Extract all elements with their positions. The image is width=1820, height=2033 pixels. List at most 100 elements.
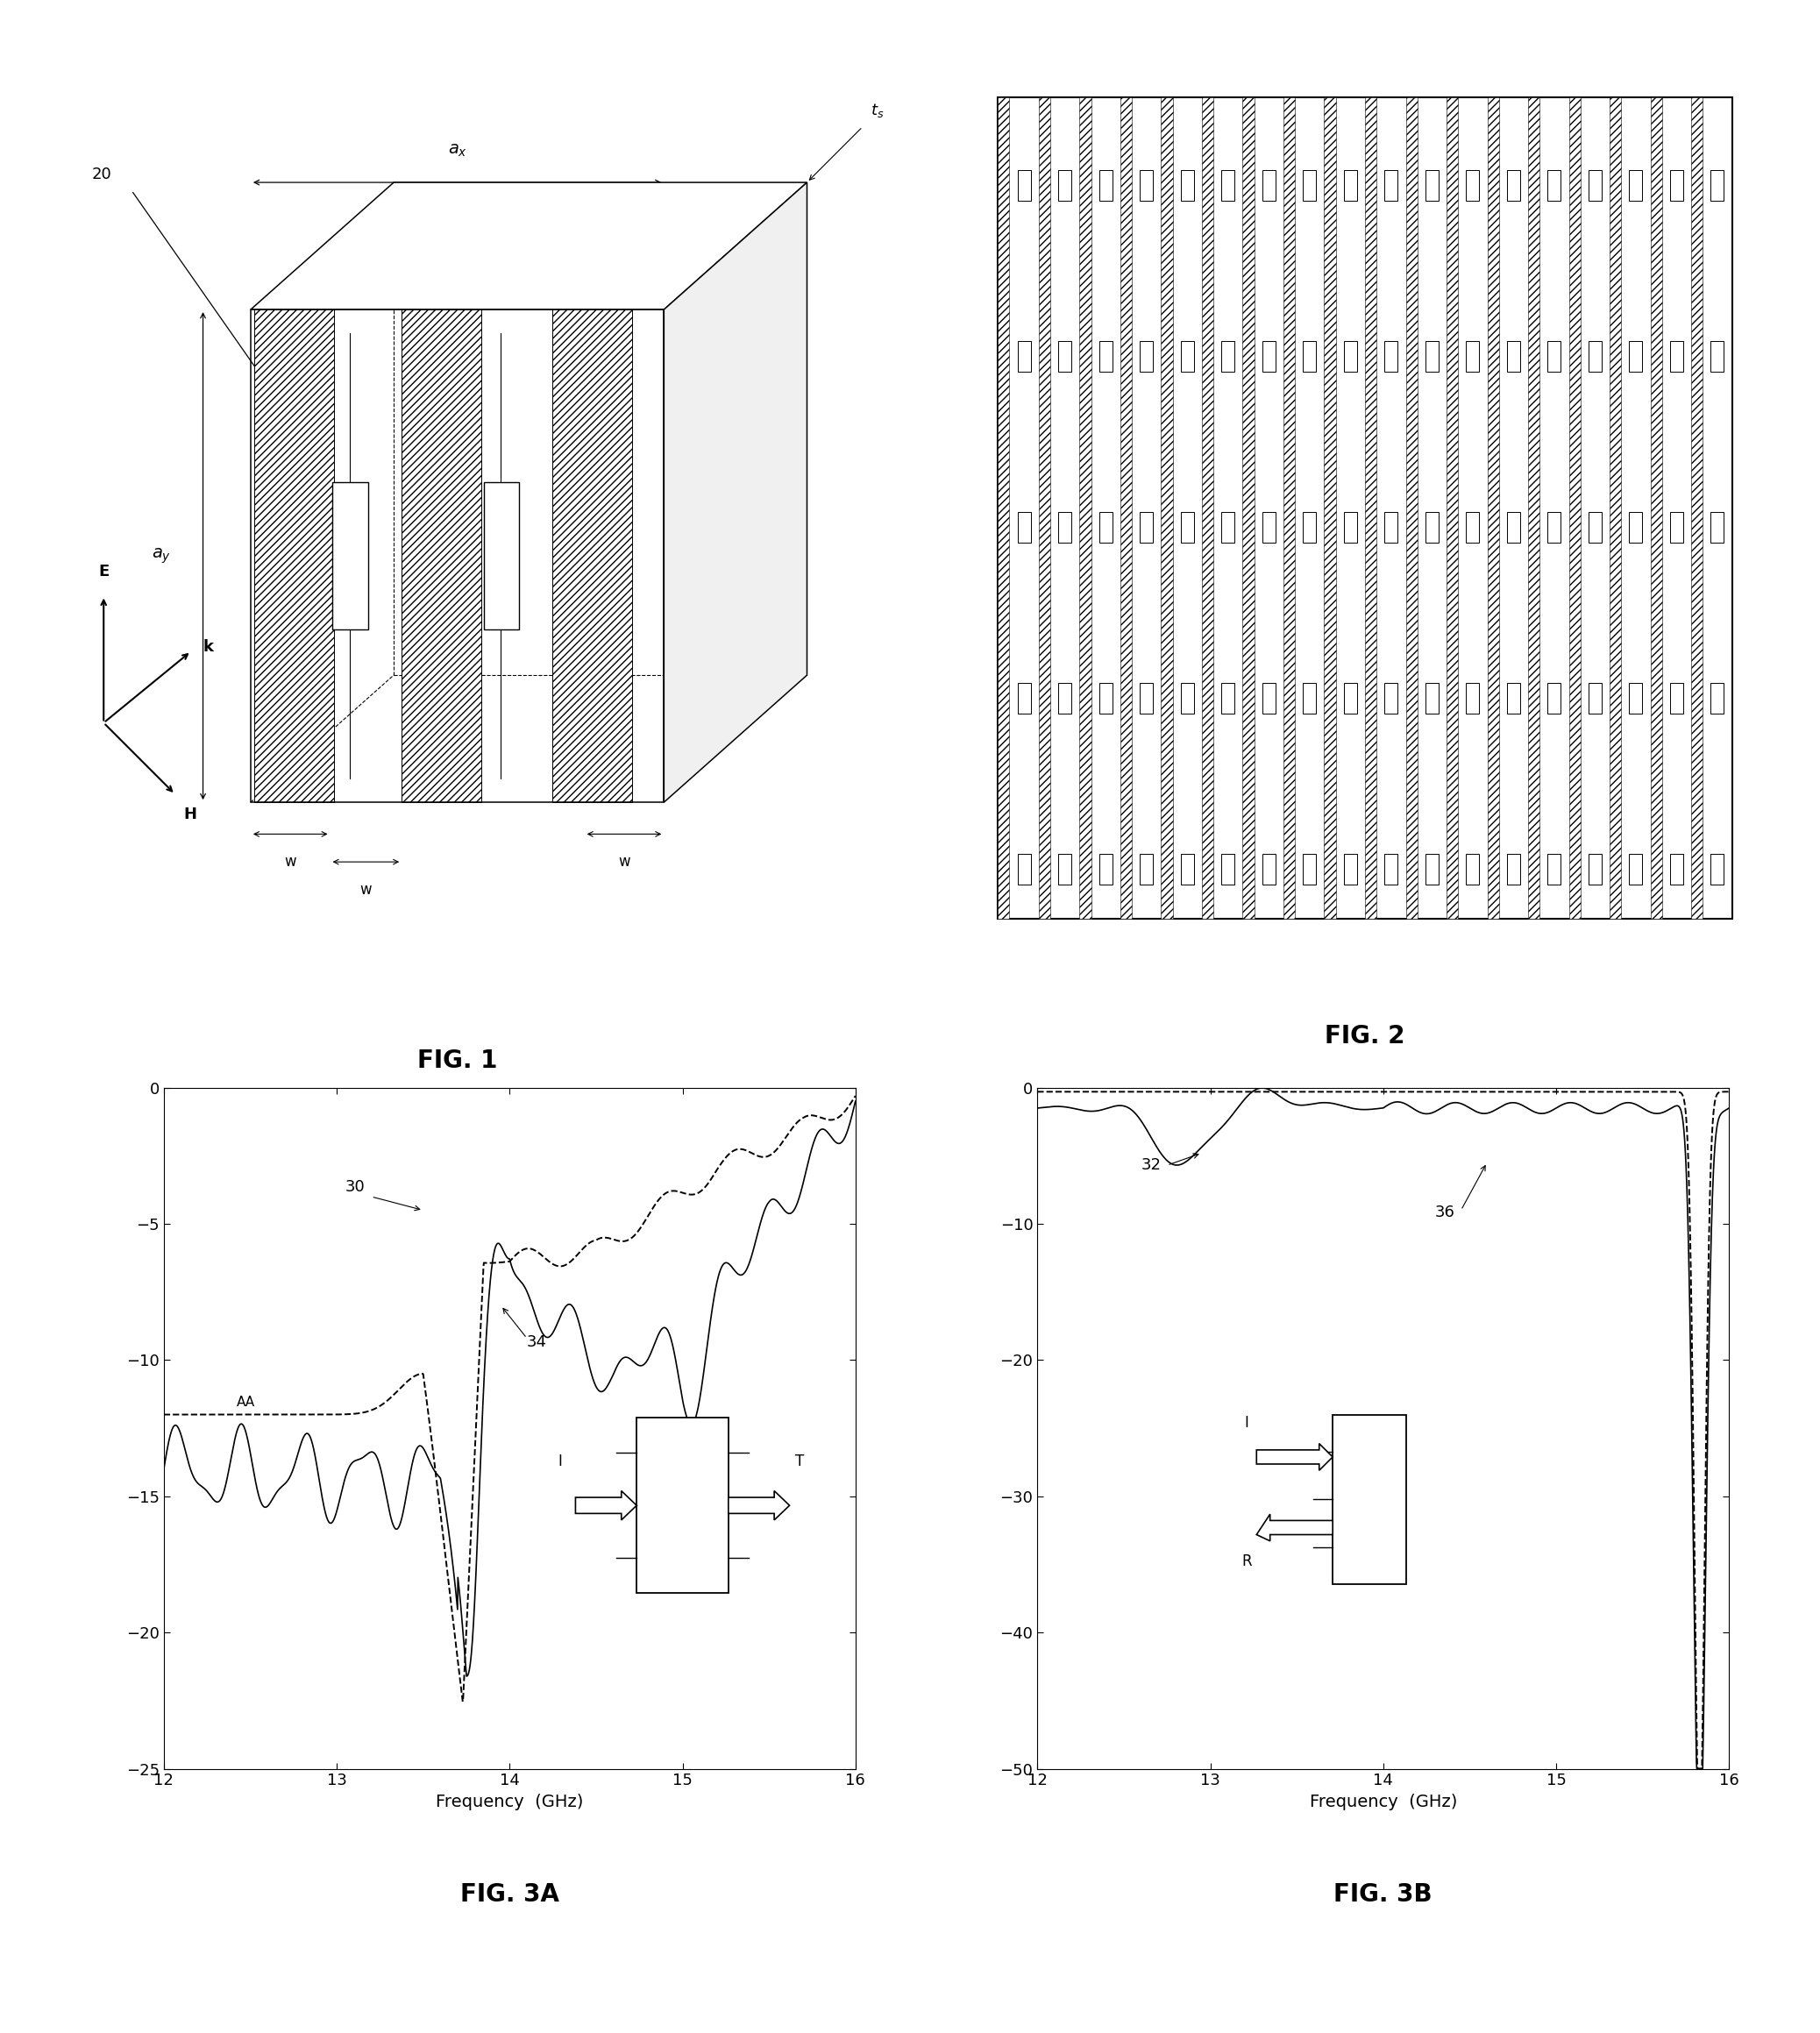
- Bar: [1447, 98, 1458, 919]
- Bar: [1139, 171, 1154, 201]
- Bar: [1507, 683, 1520, 714]
- Bar: [1121, 98, 1132, 919]
- Polygon shape: [402, 291, 502, 309]
- Polygon shape: [255, 309, 335, 803]
- Bar: [1325, 98, 1336, 919]
- Bar: [1507, 342, 1520, 372]
- Text: l: l: [797, 472, 803, 488]
- Bar: [1425, 342, 1438, 372]
- Bar: [1303, 683, 1316, 714]
- Text: 20: 20: [91, 167, 111, 183]
- Bar: [1221, 683, 1234, 714]
- Bar: [1181, 342, 1194, 372]
- Bar: [1467, 342, 1480, 372]
- Bar: [1059, 512, 1072, 543]
- Text: E: E: [98, 563, 109, 579]
- Bar: [1425, 854, 1438, 884]
- Bar: [1303, 171, 1316, 201]
- Polygon shape: [553, 291, 653, 309]
- Bar: [1385, 342, 1398, 372]
- Polygon shape: [251, 183, 806, 309]
- Bar: [1099, 342, 1112, 372]
- Bar: [1343, 683, 1358, 714]
- Bar: [1099, 171, 1112, 201]
- Text: 30: 30: [346, 1179, 366, 1195]
- Bar: [1385, 854, 1398, 884]
- Bar: [1629, 683, 1642, 714]
- Bar: [1059, 171, 1072, 201]
- Bar: [1263, 171, 1276, 201]
- Bar: [484, 482, 519, 630]
- Bar: [1303, 512, 1316, 543]
- Text: FIG. 3B: FIG. 3B: [1334, 1883, 1432, 1907]
- Bar: [1467, 683, 1480, 714]
- Bar: [1507, 512, 1520, 543]
- Bar: [1467, 854, 1480, 884]
- Bar: [1303, 342, 1316, 372]
- Bar: [1385, 171, 1398, 201]
- Polygon shape: [1256, 1515, 1332, 1541]
- Text: H: H: [184, 807, 197, 821]
- Bar: [1467, 171, 1480, 201]
- Bar: [1609, 98, 1622, 919]
- Text: FIG. 3A: FIG. 3A: [460, 1883, 559, 1907]
- Bar: [1139, 683, 1154, 714]
- Bar: [1425, 683, 1438, 714]
- Bar: [1711, 854, 1724, 884]
- Bar: [637, 1417, 728, 1594]
- Bar: [1651, 98, 1662, 919]
- Bar: [1385, 512, 1398, 543]
- Bar: [1039, 98, 1050, 919]
- Bar: [1332, 1415, 1407, 1584]
- Bar: [1547, 854, 1562, 884]
- Bar: [1079, 98, 1090, 919]
- Bar: [1221, 854, 1234, 884]
- Bar: [1547, 512, 1562, 543]
- Bar: [1547, 171, 1562, 201]
- Bar: [1059, 342, 1072, 372]
- Text: 32: 32: [1141, 1157, 1161, 1173]
- Bar: [1507, 854, 1520, 884]
- Bar: [1181, 854, 1194, 884]
- Bar: [1099, 854, 1112, 884]
- Bar: [1569, 98, 1580, 919]
- Bar: [1263, 683, 1276, 714]
- Bar: [1303, 854, 1316, 884]
- Bar: [1425, 171, 1438, 201]
- Bar: [1099, 512, 1112, 543]
- Text: 36: 36: [1436, 1206, 1456, 1220]
- Text: T: T: [795, 1454, 804, 1470]
- Bar: [1589, 171, 1602, 201]
- Bar: [1671, 171, 1684, 201]
- X-axis label: Frequency  (GHz): Frequency (GHz): [435, 1793, 584, 1809]
- Bar: [1181, 512, 1194, 543]
- Bar: [1467, 512, 1480, 543]
- Bar: [1017, 854, 1030, 884]
- Text: 34: 34: [528, 1334, 548, 1350]
- Text: $a_y$: $a_y$: [151, 547, 171, 565]
- Bar: [1017, 512, 1030, 543]
- Polygon shape: [402, 309, 480, 803]
- Bar: [1425, 512, 1438, 543]
- Bar: [1221, 171, 1234, 201]
- Bar: [1547, 342, 1562, 372]
- Text: FIG. 2: FIG. 2: [1325, 1025, 1405, 1049]
- Polygon shape: [575, 1490, 637, 1521]
- Bar: [1099, 683, 1112, 714]
- Bar: [1589, 512, 1602, 543]
- Bar: [1221, 512, 1234, 543]
- Bar: [1691, 98, 1702, 919]
- Bar: [1201, 98, 1214, 919]
- Bar: [1343, 342, 1358, 372]
- Text: k: k: [204, 640, 213, 655]
- Polygon shape: [255, 291, 355, 309]
- Bar: [1547, 683, 1562, 714]
- Bar: [1343, 512, 1358, 543]
- Text: w: w: [360, 882, 371, 897]
- Bar: [997, 98, 1010, 919]
- Bar: [1263, 854, 1276, 884]
- Bar: [1385, 683, 1398, 714]
- Bar: [1671, 342, 1684, 372]
- Bar: [1629, 171, 1642, 201]
- Bar: [1263, 512, 1276, 543]
